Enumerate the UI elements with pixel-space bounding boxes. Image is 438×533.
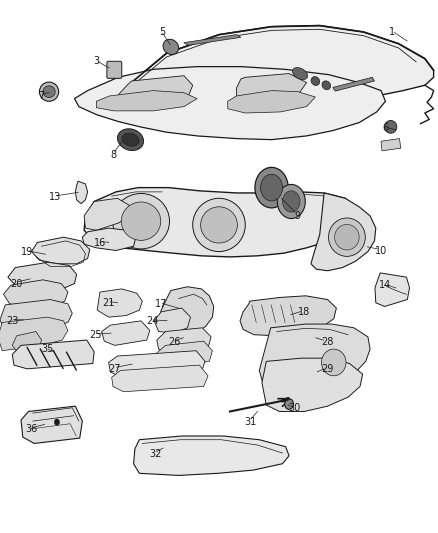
Polygon shape: [184, 35, 241, 45]
Text: 30: 30: [288, 403, 300, 413]
Text: 28: 28: [321, 337, 334, 347]
Ellipse shape: [255, 167, 288, 208]
Polygon shape: [84, 198, 131, 230]
Text: 27: 27: [109, 364, 121, 374]
Text: 9: 9: [295, 211, 301, 221]
Polygon shape: [32, 237, 90, 264]
Text: 8: 8: [111, 150, 117, 159]
Polygon shape: [237, 74, 307, 101]
Text: 14: 14: [379, 280, 392, 290]
FancyBboxPatch shape: [107, 61, 122, 78]
Polygon shape: [84, 188, 355, 257]
Text: 25: 25: [89, 330, 102, 340]
Polygon shape: [118, 26, 434, 111]
Polygon shape: [333, 77, 374, 91]
Text: 21: 21: [102, 298, 115, 308]
Ellipse shape: [39, 82, 59, 101]
Polygon shape: [12, 332, 42, 353]
Polygon shape: [0, 317, 68, 351]
Ellipse shape: [121, 202, 161, 240]
Ellipse shape: [193, 198, 245, 252]
Ellipse shape: [285, 399, 293, 409]
Polygon shape: [82, 228, 136, 251]
Polygon shape: [97, 289, 142, 317]
Polygon shape: [8, 262, 77, 290]
Text: 13: 13: [49, 192, 61, 202]
Polygon shape: [381, 139, 401, 151]
Polygon shape: [134, 436, 289, 475]
Polygon shape: [159, 287, 214, 337]
Text: 17: 17: [155, 299, 167, 309]
Text: 10: 10: [375, 246, 387, 255]
Text: 23: 23: [6, 316, 18, 326]
Polygon shape: [228, 91, 315, 113]
Text: 26: 26: [168, 337, 180, 347]
Polygon shape: [157, 341, 212, 367]
Polygon shape: [262, 358, 363, 411]
Polygon shape: [4, 280, 68, 308]
Ellipse shape: [113, 193, 170, 249]
Polygon shape: [112, 365, 208, 392]
Ellipse shape: [54, 419, 60, 425]
Ellipse shape: [201, 207, 237, 243]
Polygon shape: [102, 321, 150, 345]
Polygon shape: [96, 91, 197, 111]
Polygon shape: [240, 296, 336, 336]
Ellipse shape: [322, 81, 331, 90]
Text: 35: 35: [41, 344, 53, 354]
Text: 6: 6: [382, 123, 389, 133]
Polygon shape: [109, 351, 205, 377]
Text: 24: 24: [146, 316, 159, 326]
Ellipse shape: [122, 133, 139, 146]
Polygon shape: [21, 406, 82, 443]
Ellipse shape: [277, 184, 305, 219]
Polygon shape: [118, 76, 193, 102]
Ellipse shape: [163, 39, 179, 54]
Text: 16: 16: [94, 238, 106, 247]
Polygon shape: [75, 181, 88, 204]
Polygon shape: [375, 273, 410, 306]
Text: 32: 32: [149, 449, 162, 459]
Ellipse shape: [117, 129, 144, 150]
Text: 36: 36: [25, 424, 38, 434]
Text: 20: 20: [11, 279, 23, 288]
Text: 3: 3: [93, 56, 99, 66]
Polygon shape: [0, 300, 72, 333]
Text: 1: 1: [389, 27, 395, 37]
Polygon shape: [154, 308, 191, 333]
Ellipse shape: [261, 174, 283, 201]
Text: 19: 19: [21, 247, 33, 256]
Ellipse shape: [328, 218, 365, 256]
Polygon shape: [74, 67, 385, 140]
Ellipse shape: [335, 224, 359, 250]
Text: 18: 18: [298, 307, 311, 317]
Text: 29: 29: [321, 364, 334, 374]
Text: 7: 7: [39, 91, 45, 101]
Polygon shape: [109, 64, 119, 76]
Ellipse shape: [385, 120, 397, 133]
Text: 5: 5: [159, 27, 165, 37]
Polygon shape: [12, 340, 94, 369]
Polygon shape: [259, 324, 370, 392]
Ellipse shape: [321, 349, 346, 376]
Text: 31: 31: [244, 417, 257, 427]
Polygon shape: [157, 328, 211, 353]
Polygon shape: [311, 193, 376, 271]
Ellipse shape: [311, 77, 320, 85]
Ellipse shape: [43, 86, 55, 98]
Ellipse shape: [293, 68, 307, 79]
Ellipse shape: [283, 191, 300, 212]
